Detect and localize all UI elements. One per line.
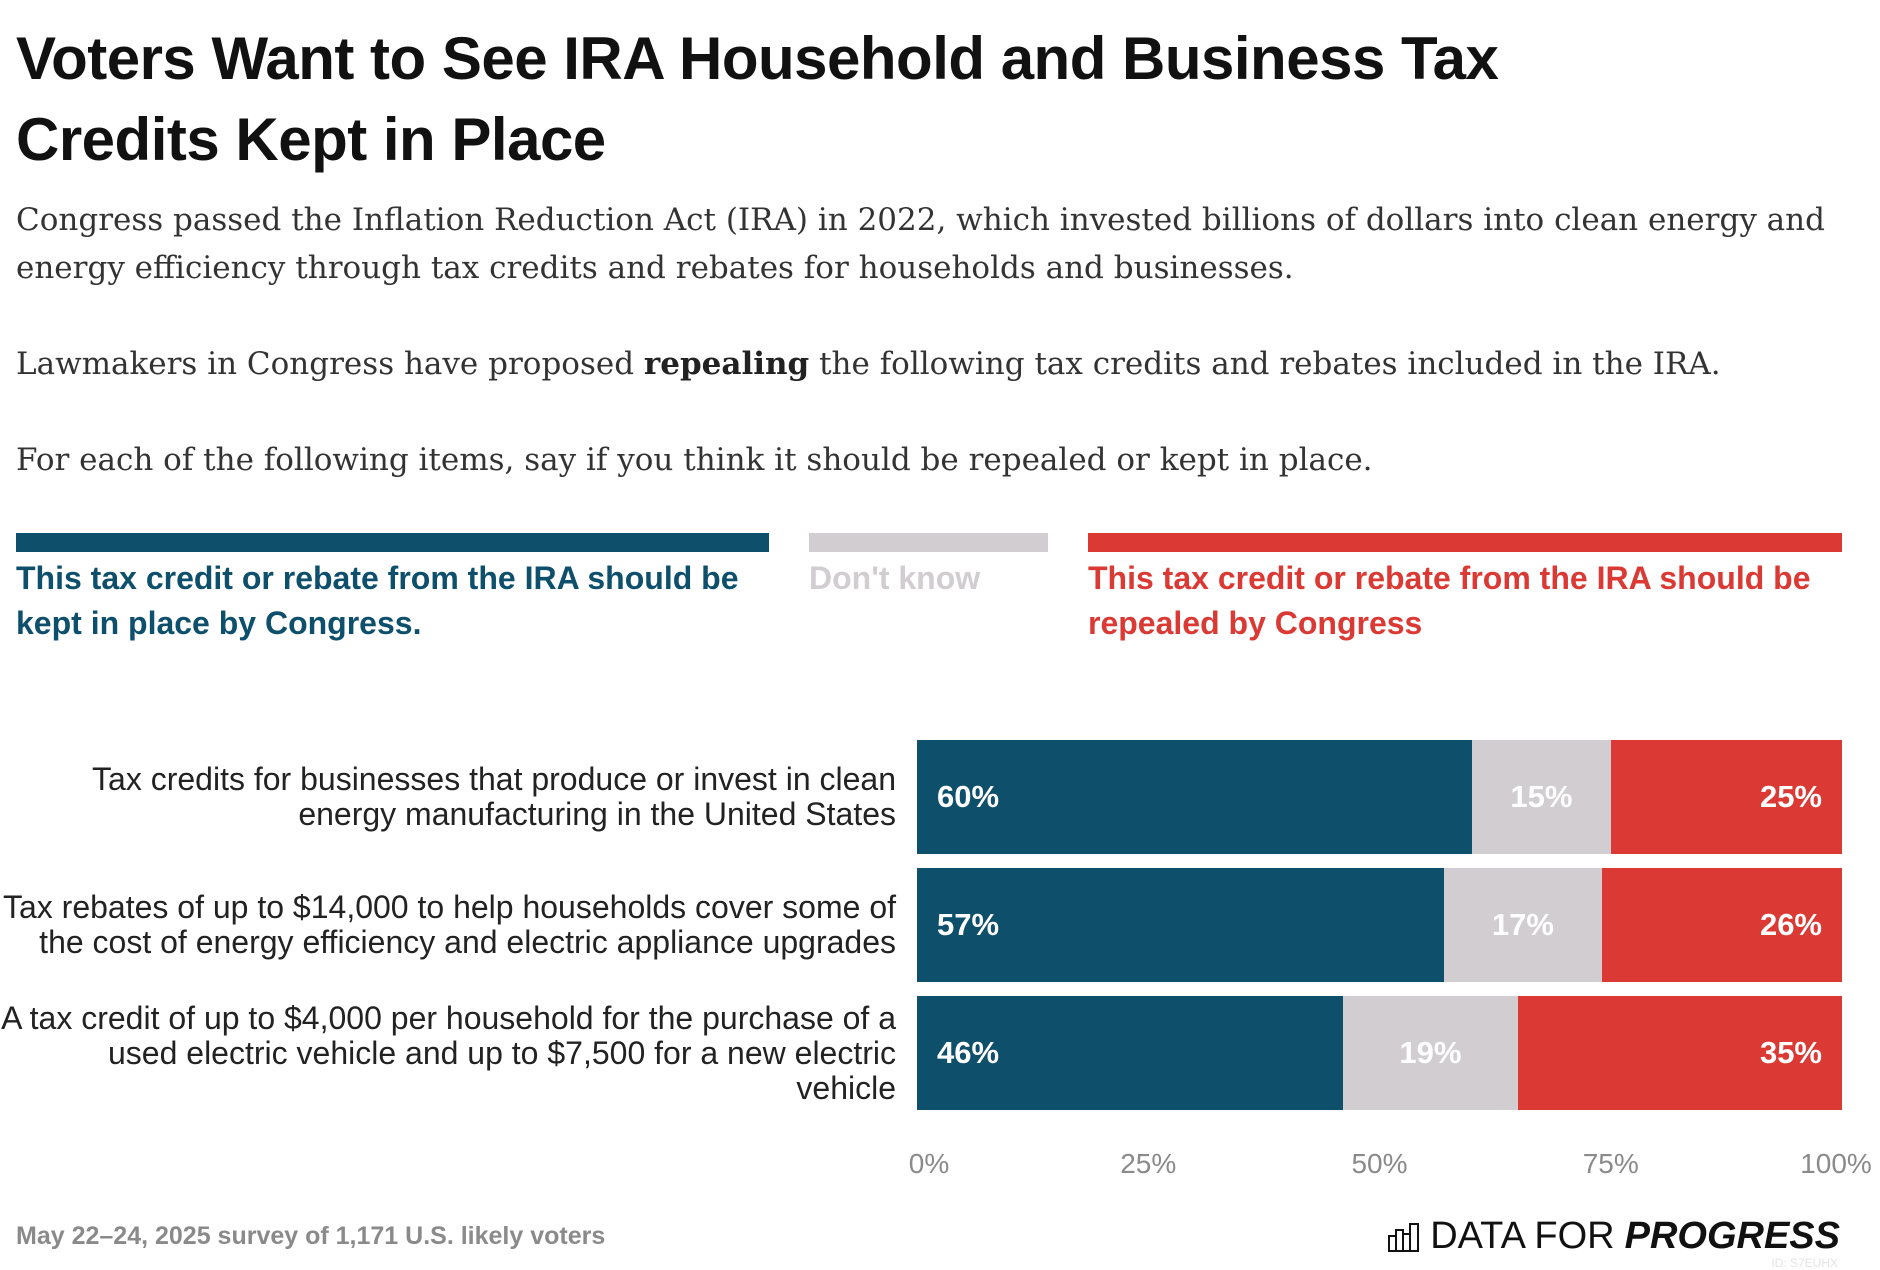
data-label-repealed: 25% xyxy=(1759,779,1822,814)
data-for-progress-logo: DATA FOR PROGRESS xyxy=(1388,1215,1840,1258)
subtitle-text: the following tax credits and rebates in… xyxy=(809,346,1721,382)
subtitle-bold: repealing xyxy=(643,346,810,382)
x-axis-tick-label: 100% xyxy=(1800,1148,1872,1179)
data-label-dont-know: 17% xyxy=(1491,907,1554,942)
data-label-repealed: 35% xyxy=(1759,1035,1822,1070)
data-label-kept: 57% xyxy=(937,907,1000,942)
bar-segment-repealed xyxy=(1601,868,1842,982)
category-label: A tax credit of up to $4,000 per househo… xyxy=(1,999,896,1106)
bar-segment-dont-know xyxy=(1342,996,1519,1110)
bar-segment-kept xyxy=(917,868,1445,982)
category-label: Tax credits for businesses that produce … xyxy=(92,761,896,832)
chart-id: ID: S7EUHX xyxy=(1771,1256,1838,1270)
legend-label-kept: This tax credit or rebate from the IRA s… xyxy=(16,560,739,641)
data-label-dont-know: 19% xyxy=(1399,1035,1462,1070)
x-axis-tick-label: 0% xyxy=(908,1148,950,1179)
x-axis-tick-label: 25% xyxy=(1120,1148,1177,1179)
survey-footnote: May 22–24, 2025 survey of 1,171 U.S. lik… xyxy=(16,1222,606,1250)
bar-segment-kept xyxy=(917,740,1472,854)
legend-swatch-repealed xyxy=(1088,533,1842,552)
logo-text: DATA FOR xyxy=(1430,1215,1615,1257)
data-label-kept: 60% xyxy=(937,779,1000,814)
data-label-repealed: 26% xyxy=(1759,907,1822,942)
subtitle-paragraph-1: Congress passed the Inflation Reduction … xyxy=(16,202,1825,286)
chart-title: Voters Want to See IRA Household and Bus… xyxy=(16,25,1499,173)
bar-segment-repealed xyxy=(1518,996,1842,1110)
bar-segment-dont-know xyxy=(1444,868,1602,982)
subtitle-text: Lawmakers in Congress have proposed xyxy=(16,346,644,382)
bar-segment-repealed xyxy=(1610,740,1842,854)
subtitle-paragraph-2: Lawmakers in Congress have proposed repe… xyxy=(16,340,1866,388)
bar-segment-dont-know xyxy=(1472,740,1611,854)
bar-chart-logo-icon xyxy=(1388,1222,1420,1252)
data-label-kept: 46% xyxy=(937,1035,1000,1070)
bar-segment-kept xyxy=(917,996,1343,1110)
logo-text-bold: PROGRESS xyxy=(1624,1215,1840,1257)
legend-label-repealed: This tax credit or rebate from the IRA s… xyxy=(1088,560,1811,641)
legend-label-dont-know: Don't know xyxy=(809,560,981,596)
category-label: Tax rebates of up to $14,000 to help hou… xyxy=(2,889,896,960)
subtitle-paragraph-3: For each of the following items, say if … xyxy=(16,442,1373,478)
x-axis-tick-label: 50% xyxy=(1351,1148,1408,1179)
legend-swatch-kept xyxy=(16,533,769,552)
data-label-dont-know: 15% xyxy=(1510,779,1573,814)
legend-swatch-dont-know xyxy=(809,533,1048,552)
x-axis-tick-label: 75% xyxy=(1582,1148,1639,1179)
